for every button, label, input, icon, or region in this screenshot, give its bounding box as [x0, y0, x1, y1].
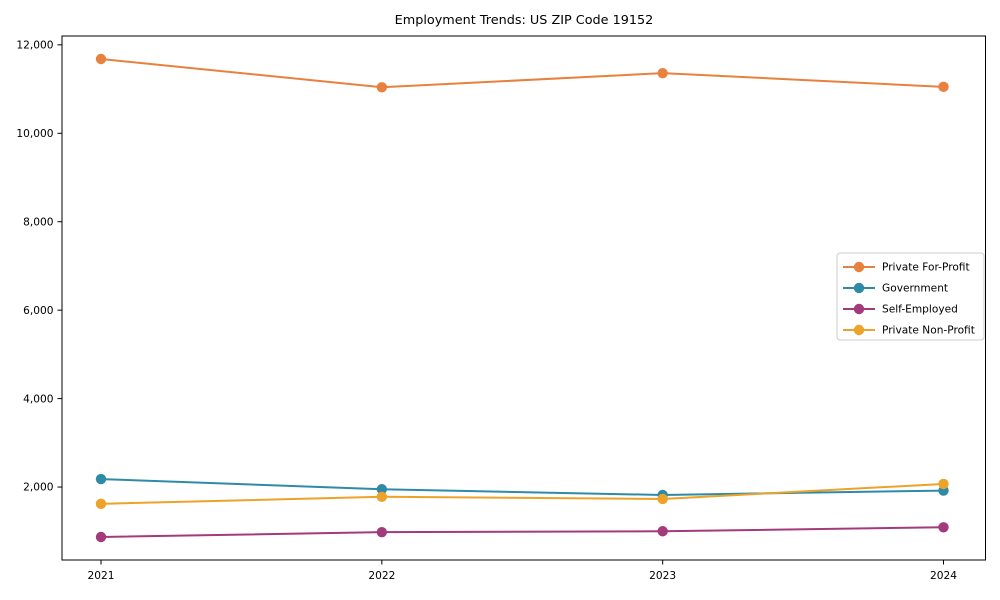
x-tick-label: 2024 [930, 570, 957, 582]
chart-title: Employment Trends: US ZIP Code 19152 [395, 13, 654, 28]
legend-marker [853, 324, 865, 336]
y-tick-label: 6,000 [23, 305, 54, 317]
y-tick-label: 2,000 [23, 482, 54, 494]
legend-marker [853, 261, 865, 273]
data-point-private-for-profit [95, 53, 107, 65]
series-line-government [100, 478, 945, 496]
y-tick-label: 10,000 [16, 128, 53, 140]
legend-item-private-for-profit: Private For-Profit [843, 262, 970, 274]
x-tick-label: 2023 [649, 570, 676, 582]
data-point-private-for-profit [376, 82, 388, 93]
data-point-self-employed [376, 526, 388, 538]
y-tick-label: 12,000 [16, 40, 53, 52]
legend-label: Self-Employed [882, 304, 958, 316]
series-line-private-non-profit [100, 482, 945, 505]
y-tick-label: 4,000 [23, 393, 54, 405]
series-line-self-employed [100, 526, 945, 539]
legend-marker [853, 303, 865, 315]
legend-marker [853, 282, 865, 294]
data-point-government [376, 484, 388, 495]
series-line-private-for-profit [100, 57, 945, 89]
y-tick-label: 8,000 [23, 216, 54, 228]
data-point-private-non-profit [376, 491, 388, 502]
data-point-government [95, 473, 107, 485]
legend-label: Private For-Profit [882, 262, 970, 274]
data-point-self-employed [95, 531, 107, 543]
data-point-private-non-profit [657, 493, 668, 505]
plot-area: 2,000 4,000 6,000 8,000 10,000 12,000 2021 2022… [16, 35, 986, 582]
legend-item-government: Government [843, 283, 948, 295]
data-point-private-non-profit [938, 478, 949, 490]
data-point-self-employed [938, 522, 949, 533]
legend-frame [836, 252, 985, 341]
data-point-private-for-profit [657, 67, 668, 79]
axes-frame [61, 35, 986, 561]
legend-label: Private Non-Profit [882, 325, 975, 337]
legend-label: Government [882, 283, 948, 295]
data-point-private-non-profit [95, 498, 107, 510]
data-point-self-employed [657, 526, 668, 537]
x-tick-label: 2022 [368, 570, 395, 582]
legend-item-self-employed: Self-Employed [843, 304, 958, 316]
legend-item-private-non-profit: Private Non-Profit [843, 325, 975, 337]
data-point-private-for-profit [938, 81, 949, 93]
x-tick-label: 2021 [88, 570, 115, 582]
legend: Private For-Profit Government Self-Employe… [836, 252, 985, 341]
